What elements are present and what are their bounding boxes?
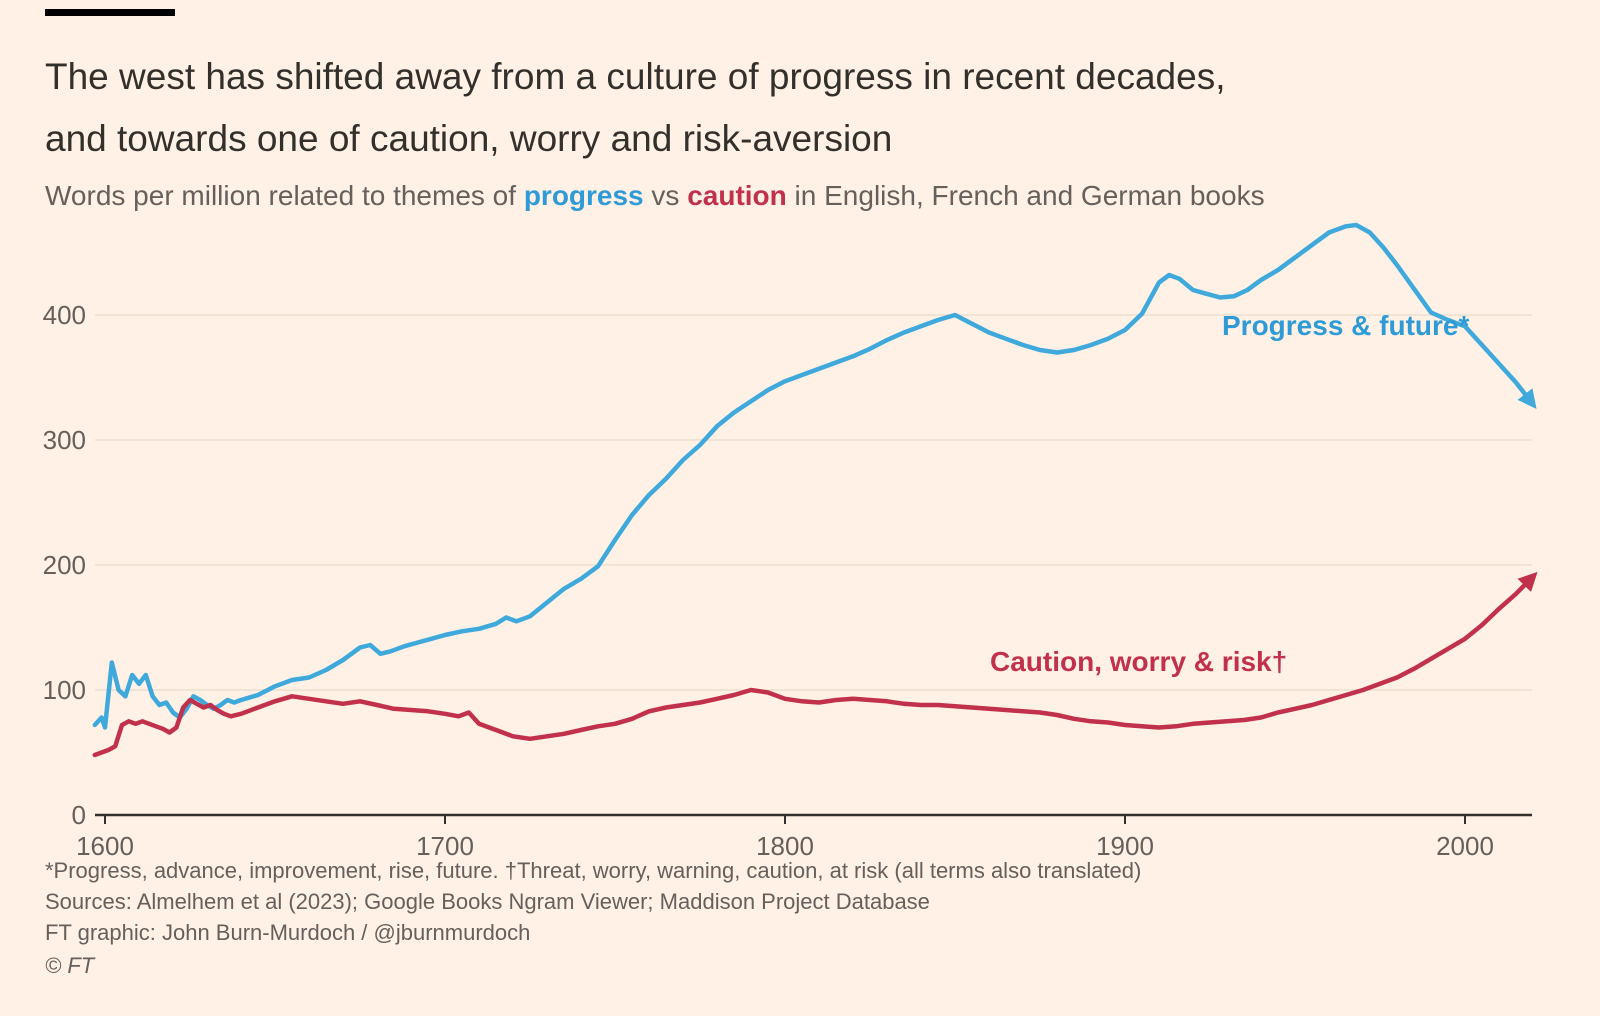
x-tick-label: 1900 <box>1096 831 1154 860</box>
chart-footer: *Progress, advance, improvement, rise, f… <box>45 855 1565 981</box>
ft-copyright: © FT <box>45 953 95 978</box>
subtitle-caution-keyword: caution <box>687 180 787 211</box>
ft-slug-bar <box>45 9 175 16</box>
x-tick-label: 2000 <box>1436 831 1494 860</box>
y-tick-label: 0 <box>72 800 86 830</box>
subtitle-prefix: Words per million related to themes of <box>45 180 524 211</box>
line-chart-svg: 0 100 200 300 400 1600 1700 1800 1900 2000 <box>43 222 1538 860</box>
y-tick-label: 300 <box>43 425 86 455</box>
y-tick-label: 100 <box>43 675 86 705</box>
footnote-definitions: *Progress, advance, improvement, rise, f… <box>45 858 1142 883</box>
subtitle-progress-keyword: progress <box>523 180 644 211</box>
y-tick-label: 200 <box>43 550 86 580</box>
subtitle-mid: vs <box>643 180 688 211</box>
chart-area: 0 100 200 300 400 1600 1700 1800 1900 2000 <box>0 215 1600 860</box>
credit-line: FT graphic: John Burn-Murdoch / @jburnmu… <box>45 920 531 945</box>
series-line-progress <box>92 222 1537 730</box>
x-tick-label: 1700 <box>416 831 474 860</box>
x-tick-label: 1800 <box>756 831 814 860</box>
series-label-caution: Caution, worry & risk† <box>990 646 1288 677</box>
series-line-caution <box>92 571 1538 758</box>
chart-subtitle: Words per million related to themes of p… <box>45 180 1565 212</box>
chart-title-line1: The west has shifted away from a culture… <box>45 56 1226 97</box>
chart-title: The west has shifted away from a culture… <box>45 46 1545 170</box>
series-label-progress: Progress & future* <box>1222 310 1470 341</box>
chart-title-line2: and towards one of caution, worry and ri… <box>45 118 893 159</box>
x-tick-label: 1600 <box>76 831 134 860</box>
y-tick-label: 400 <box>43 300 86 330</box>
sources-line: Sources: Almelhem et al (2023); Google B… <box>45 889 930 914</box>
subtitle-suffix: in English, French and German books <box>786 180 1265 211</box>
